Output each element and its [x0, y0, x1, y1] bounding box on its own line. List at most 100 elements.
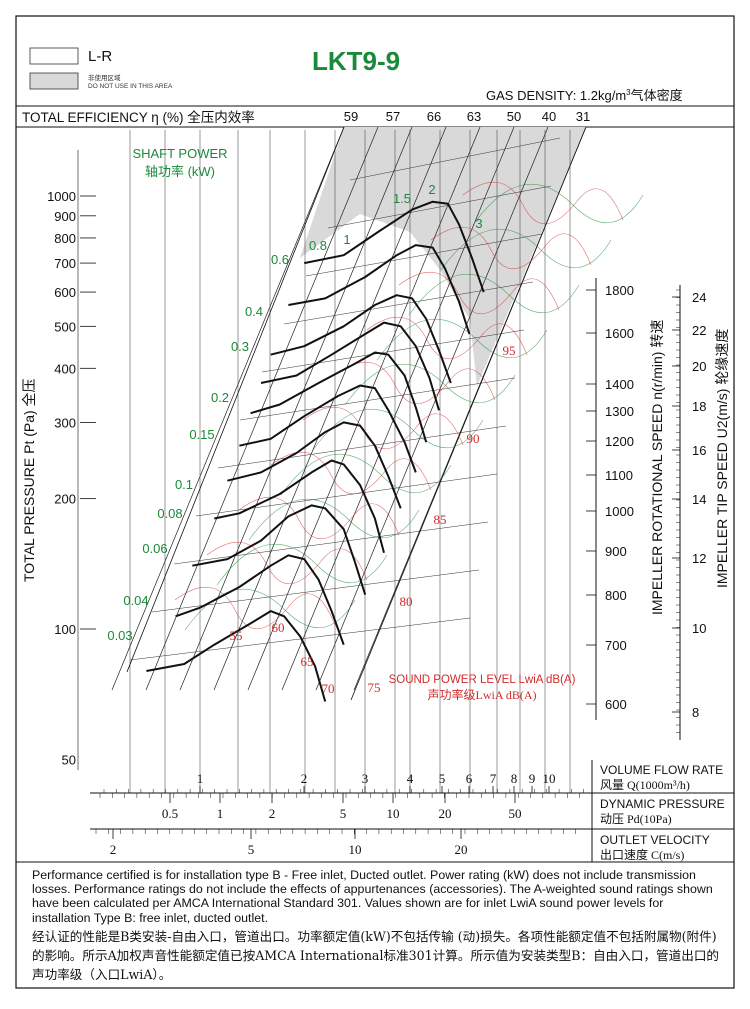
sound-isoline [366, 316, 528, 360]
sound-level-value: 80 [400, 594, 413, 609]
pressure-curve [270, 294, 452, 384]
vel-tick-label: 20 [455, 842, 468, 857]
vel-axis-label: OUTLET VELOCITY [600, 833, 710, 847]
vel-tick-label: 2 [110, 842, 117, 857]
pressure-curve [214, 459, 385, 554]
shaft-power-value: 0.6 [271, 252, 289, 267]
pressure-curve [227, 421, 402, 509]
tip-speed-tick-label: 20 [692, 359, 706, 374]
pressure-tick-label: 200 [54, 492, 76, 507]
unused-area-legend-box [29, 72, 79, 90]
sound-level-title-cn: 声功率级LwiA dB(A) [428, 687, 537, 702]
sound-isoline [302, 406, 464, 450]
shaft-power-value: 0.3 [231, 339, 249, 354]
power-isoline [248, 498, 420, 541]
pressure-curves [146, 200, 485, 702]
flow-tick-label: 9 [529, 771, 536, 786]
flow-tick-label: 2 [301, 771, 308, 786]
efficiency-values: 59 57 66 63 50 40 31 [344, 109, 590, 124]
flow-axis-label-cn: 风量 Q(1000m³/h) [600, 778, 690, 792]
dyn-axis-label-cn: 动压 Pd(10Pa) [600, 812, 672, 826]
flow-tick-label: 4 [407, 771, 414, 786]
flow-tick-label: 3 [362, 771, 369, 786]
flow-tick-label: 1 [197, 771, 204, 786]
power-isoline [344, 363, 516, 406]
efficiency-value: 50 [507, 109, 521, 124]
outlet-velocity-axis: 2 5 10 20 [95, 829, 576, 857]
shaft-power-value: 0.8 [309, 238, 327, 253]
sound-level-value: 70 [322, 681, 335, 696]
tip-speed-axis-label: IMPELLER TIP SPEED U2(m/s) 轮缘速度 [714, 329, 730, 588]
unused-area-label-en: DO NOT USE IN THIS AREA [88, 83, 173, 90]
tip-speed-axis: 24 22 20 18 16 14 12 10 8 [672, 289, 706, 733]
dyn-tick-label: 1 [217, 806, 224, 821]
notes-english: Performance certified is for installatio… [32, 868, 713, 925]
flow-tick-label: 7 [490, 771, 497, 786]
shaft-power-value: 0.08 [157, 506, 182, 521]
tip-speed-tick-label: 14 [692, 492, 706, 507]
efficiency-value: 31 [576, 109, 590, 124]
dyn-tick-label: 0.5 [162, 806, 178, 821]
shaft-power-value: 3 [475, 216, 482, 231]
lr-legend-label: L-R [88, 48, 112, 65]
notes-chinese: 经认证的性能是B类安装-自由入口，管道出口。功率额定值(kW)不包括传输 (动)… [32, 928, 720, 982]
chart-title: LKT9-9 [312, 46, 400, 76]
sound-isoline [398, 271, 560, 315]
pressure-tick-label: 300 [54, 415, 76, 430]
shaft-power-value: 0.2 [211, 390, 229, 405]
speed-axis: 1800 1600 1400 1300 1200 1100 1000 900 800 700 600 [586, 283, 634, 712]
system-line [327, 185, 552, 229]
pressure-curve [192, 504, 367, 596]
efficiency-guide-line [315, 126, 549, 691]
sound-level-value: 60 [272, 620, 285, 635]
efficiency-value: 59 [344, 109, 358, 124]
shaft-power-value: 0.04 [123, 593, 148, 608]
gas-density-cn: 气体密度 [631, 88, 683, 103]
speed-tick-label: 600 [605, 697, 627, 712]
sound-level-value: 90 [467, 431, 480, 446]
shaft-power-value: 1.5 [393, 191, 411, 206]
flow-tick-label: 8 [511, 771, 518, 786]
speed-tick-label: 1300 [605, 404, 634, 419]
efficiency-guide-line [213, 126, 447, 691]
tip-speed-tick-label: 8 [692, 705, 699, 720]
pressure-curve [239, 384, 417, 473]
pressure-curve [304, 200, 485, 293]
shaft-power-title-cn: 轴功率 (kW) [145, 164, 215, 179]
tip-speed-tick-label: 12 [692, 551, 706, 566]
pressure-tick-label: 700 [54, 256, 76, 271]
shaft-power-value: 1 [343, 232, 350, 247]
pressure-tick-label: 800 [54, 231, 76, 246]
pressure-tick-label: 400 [54, 361, 76, 376]
pressure-curve [260, 321, 440, 411]
dyn-tick-label: 2 [269, 806, 276, 821]
sound-isoline [334, 361, 496, 405]
speed-tick-label: 1400 [605, 377, 634, 392]
dyn-tick-label: 20 [439, 806, 452, 821]
chart-right-edge [350, 126, 587, 701]
speed-tick-label: 900 [605, 544, 627, 559]
power-isoline [440, 228, 612, 271]
system-line [239, 377, 516, 421]
shaft-power-value: 0.06 [142, 541, 167, 556]
power-isoline [472, 183, 644, 226]
efficiency-label: TOTAL EFFICIENCY η (%) 全压内效率 [22, 109, 255, 125]
lr-legend-box [29, 47, 79, 65]
shaft-power-values: 3 2 1.5 1 0.8 0.6 0.4 0.3 0.2 0.15 0.1 0.08 0.06 0.04… [107, 182, 482, 643]
system-line [349, 137, 561, 181]
pressure-tick-label: 50 [62, 752, 76, 767]
system-line [217, 425, 507, 469]
pressure-tick-label: 1000 [47, 189, 76, 204]
pressure-axis-label: TOTAL PRESSURE Pt (Pa) 全压 [21, 378, 37, 582]
shaft-power-value: 0.03 [107, 628, 132, 643]
pressure-curve [288, 244, 471, 335]
speed-tick-label: 1800 [605, 283, 634, 298]
pressure-tick-label: 900 [54, 209, 76, 224]
grid-lines [111, 126, 587, 793]
flow-rate-axis: 1 2 3 4 5 6 7 8 9 10 [103, 771, 584, 793]
sound-level-values: 95 90 85 80 75 70 65 60 55 [230, 343, 516, 696]
speed-tick-label: 700 [605, 638, 627, 653]
speed-tick-label: 800 [605, 588, 627, 603]
outer-border [15, 15, 735, 989]
dyn-tick-label: 5 [340, 806, 347, 821]
